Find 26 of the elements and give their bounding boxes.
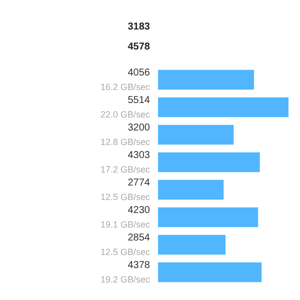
text: 3183 [128,22,150,32]
data-label: 4056 [128,67,150,78]
y-tick-label: 22.0 GB/sec [100,109,150,120]
data-label: 4230 [128,204,150,216]
bar [158,207,258,228]
y-tick-label: 16.2 GB/sec [100,82,150,92]
data-label: 3200 [128,122,150,134]
y-tick-label: 12.8 GB/sec [100,136,150,147]
data-label: 2854 [128,232,150,244]
bar [158,234,226,255]
data-label: 2774 [128,177,150,188]
data-label: 4378 [128,260,150,271]
bar [158,70,254,90]
bar [158,262,262,282]
data-label: 5514 [128,94,150,106]
bar [158,180,224,200]
y-tick-label: 19.1 GB/sec [100,219,150,230]
text: 4578 [128,42,150,52]
y-tick-label: 17.2 GB/sec [100,164,150,174]
y-tick-label: 19.2 GB/sec [100,274,150,284]
bar [158,124,234,145]
bar [158,97,288,118]
y-tick-label: 12.5 GB/sec [100,192,150,202]
bar [158,152,260,172]
y-tick-label: 12.5 GB/sec [100,246,150,257]
data-label: 4303 [128,150,150,161]
